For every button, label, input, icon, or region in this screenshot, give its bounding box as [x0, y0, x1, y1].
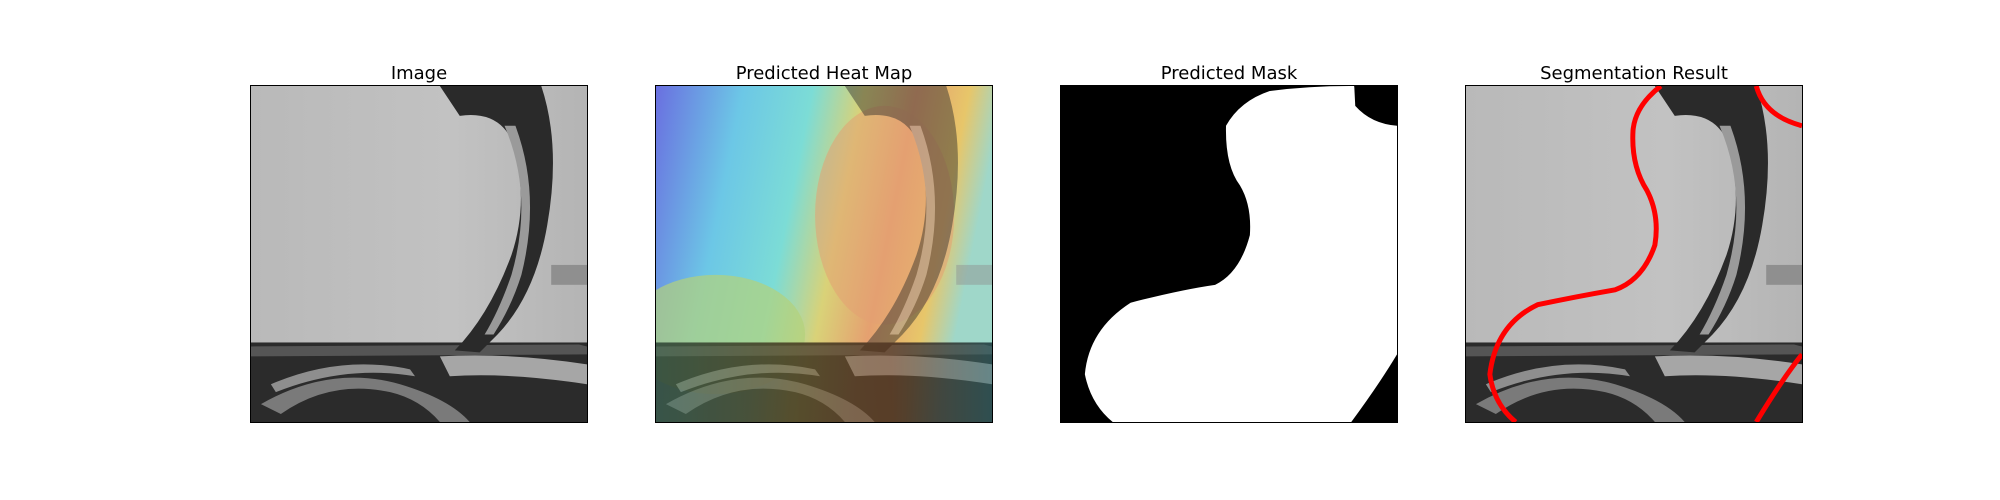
- panel-title: Predicted Heat Map: [735, 63, 913, 84]
- segmentation-frame: [1465, 85, 1803, 423]
- segmentation-image: [1466, 86, 1802, 422]
- heatmap-frame: [655, 85, 993, 423]
- panel-title: Segmentation Result: [1540, 63, 1728, 84]
- image-frame: [250, 85, 588, 423]
- heatmap-image: [656, 86, 992, 422]
- mask-image: [1061, 86, 1397, 422]
- panel-image: Image: [250, 63, 588, 439]
- contour-right-top: [1753, 86, 1802, 129]
- panel-mask: Predicted Mask: [1060, 63, 1398, 439]
- contour-left: [1487, 86, 1663, 422]
- panel-title: Predicted Mask: [1160, 63, 1298, 84]
- panel-segmentation: Segmentation Result: [1465, 63, 1803, 439]
- mask-frame: [1060, 85, 1398, 423]
- panel-title: Image: [390, 63, 448, 84]
- grayscale-image: [251, 86, 587, 422]
- panel-heatmap: Predicted Heat Map: [655, 63, 993, 439]
- contour-right-bottom: [1754, 352, 1802, 422]
